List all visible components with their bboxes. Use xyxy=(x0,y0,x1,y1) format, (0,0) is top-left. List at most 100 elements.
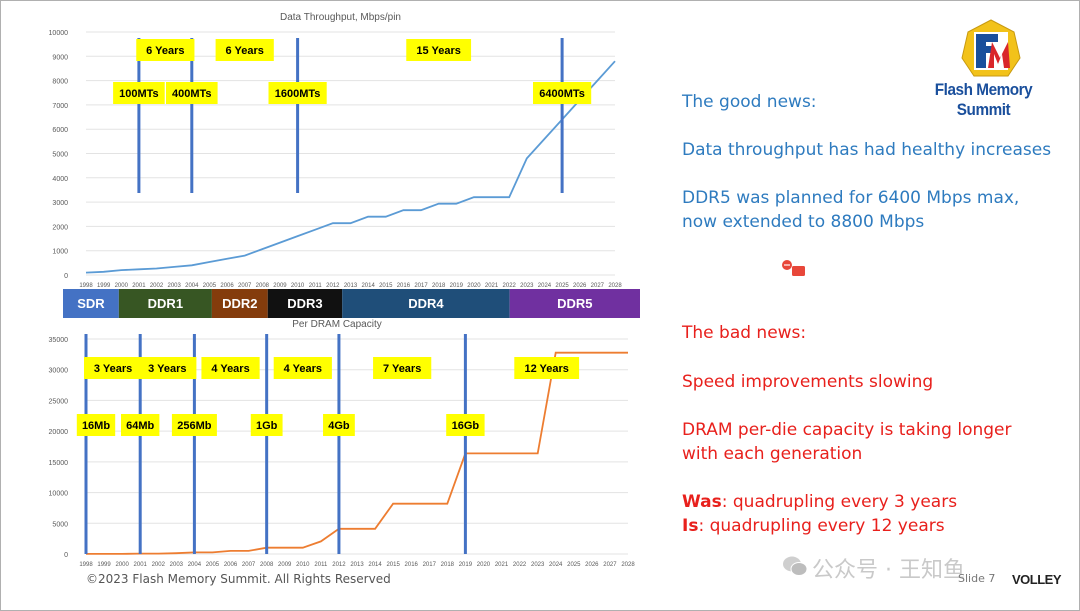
capacity-span-label: 3 Years xyxy=(94,363,132,375)
good-news-point-2b: now extended to 8800 Mbps xyxy=(682,212,925,232)
bad-news-point-2b: with each generation xyxy=(682,444,863,464)
capacity-x-tick-label: 2002 xyxy=(152,562,166,568)
throughput-x-tick-label: 2011 xyxy=(309,283,323,289)
capacity-x-tick-label: 2003 xyxy=(170,562,184,568)
throughput-x-tick-label: 2008 xyxy=(256,283,270,289)
ddr-label-sdr: SDR xyxy=(77,296,105,311)
volley-brand-mark: VOLLEY xyxy=(1012,572,1062,587)
capacity-x-tick-label: 2025 xyxy=(567,562,581,568)
was-text: : quadrupling every 3 years xyxy=(721,492,958,512)
throughput-marker-label-box xyxy=(533,82,592,104)
throughput-x-tick-label: 2015 xyxy=(379,283,393,289)
good-news-heading: The good news: xyxy=(682,92,817,112)
capacity-x-tick-label: 2013 xyxy=(350,562,364,568)
capacity-span-label-box xyxy=(514,357,580,379)
throughput-x-tick-label: 2004 xyxy=(185,283,199,289)
ddr-segment-ddr2 xyxy=(211,289,268,318)
was-label: Was xyxy=(682,492,722,512)
capacity-marker-label-box xyxy=(76,414,116,436)
chat-bubbles-icon xyxy=(782,260,805,276)
capacity-y-tick-label: 35000 xyxy=(49,337,69,344)
capacity-y-tick-label: 25000 xyxy=(49,398,69,405)
capacity-x-tick-label: 2000 xyxy=(115,562,129,568)
throughput-y-tick-label: 8000 xyxy=(52,79,68,86)
throughput-x-tick-label: 2001 xyxy=(132,283,146,289)
bad-news-heading: The bad news: xyxy=(682,323,807,343)
capacity-span-label: 4 Years xyxy=(284,363,322,375)
good-news-point-1: Data throughput has had healthy increase… xyxy=(682,140,1052,160)
capacity-x-tick-label: 2019 xyxy=(459,562,473,568)
throughput-x-tick-label: 2014 xyxy=(361,283,375,289)
capacity-marker-label: 1Gb xyxy=(256,420,278,432)
ddr-label-ddr3: DDR3 xyxy=(287,296,322,311)
flash-memory-summit-logo: Flash Memory Summit xyxy=(916,18,1066,119)
throughput-span-label: 15 Years xyxy=(416,45,460,57)
capacity-y-tick-label: 10000 xyxy=(49,491,69,498)
throughput-series-line xyxy=(85,60,616,274)
capacity-marker-label-box xyxy=(250,414,283,436)
capacity-marker-label: 256Mb xyxy=(177,420,212,432)
capacity-x-tick-label: 2009 xyxy=(278,562,292,568)
throughput-x-tick-label: 2002 xyxy=(150,283,164,289)
throughput-x-tick-label: 2016 xyxy=(397,283,411,289)
capacity-y-tick-label: 0 xyxy=(64,552,68,559)
slide-number: Slide 7 xyxy=(958,572,996,585)
ddr-segment-ddr1 xyxy=(118,289,212,318)
ddr-label-ddr4: DDR4 xyxy=(408,296,444,311)
throughput-x-tick-label: 2009 xyxy=(273,283,287,289)
capacity-marker-label-box xyxy=(171,414,217,436)
capacity-span-label: 12 Years xyxy=(524,363,568,375)
copyright-footer: ©2023 Flash Memory Summit. All Rights Re… xyxy=(86,572,391,586)
throughput-y-tick-label: 1000 xyxy=(52,249,68,256)
throughput-x-tick-label: 2022 xyxy=(503,283,517,289)
throughput-span-label: 6 Years xyxy=(226,45,264,57)
throughput-x-tick-label: 1999 xyxy=(97,283,111,289)
fms-emblem-icon xyxy=(961,19,1021,77)
capacity-x-tick-label: 2006 xyxy=(224,562,238,568)
capacity-x-tick-label: 2012 xyxy=(332,562,346,568)
capacity-x-tick-label: 2021 xyxy=(495,562,509,568)
capacity-chart-title: Per DRAM Capacity xyxy=(292,319,381,330)
capacity-span-label: 7 Years xyxy=(383,363,421,375)
watermark-text: 公众号 · 王知鱼 xyxy=(812,558,965,583)
throughput-x-tick-label: 2019 xyxy=(450,283,464,289)
throughput-span-label-box xyxy=(406,39,472,61)
capacity-y-tick-label: 30000 xyxy=(49,368,69,375)
capacity-span-label: 3 Years xyxy=(148,363,186,375)
throughput-marker-label-box xyxy=(113,82,165,104)
capacity-y-tick-label: 20000 xyxy=(49,429,69,436)
capacity-x-tick-label: 2023 xyxy=(531,562,545,568)
throughput-x-tick-label: 2026 xyxy=(573,283,587,289)
capacity-x-tick-label: 2014 xyxy=(368,562,382,568)
throughput-marker-label: 400MTs xyxy=(172,88,212,100)
throughput-marker-label: 100MTs xyxy=(119,88,159,100)
capacity-span-label-box xyxy=(273,357,332,379)
capacity-x-tick-label: 2020 xyxy=(477,562,491,568)
capacity-x-tick-label: 2017 xyxy=(423,562,437,568)
capacity-x-tick-label: 2026 xyxy=(585,562,599,568)
is-text: : quadrupling every 12 years xyxy=(698,516,945,536)
throughput-x-tick-label: 2000 xyxy=(115,283,129,289)
capacity-x-tick-label: 2007 xyxy=(242,562,256,568)
throughput-span-label-box xyxy=(215,39,274,61)
throughput-x-tick-label: 2025 xyxy=(555,283,569,289)
throughput-y-tick-label: 9000 xyxy=(52,54,68,61)
throughput-x-tick-label: 2005 xyxy=(203,283,217,289)
throughput-x-tick-label: 2012 xyxy=(326,283,340,289)
throughput-marker-label: 6400MTs xyxy=(539,88,585,100)
throughput-y-tick-label: 3000 xyxy=(52,200,68,207)
throughput-span-label: 6 Years xyxy=(146,45,184,57)
throughput-y-tick-label: 2000 xyxy=(52,224,68,231)
is-label: Is xyxy=(682,516,699,536)
capacity-x-tick-label: 2016 xyxy=(405,562,419,568)
throughput-marker-label: 1600MTs xyxy=(275,88,321,100)
throughput-x-tick-label: 2003 xyxy=(167,283,181,289)
ddr-segment-sdr xyxy=(63,289,119,318)
capacity-x-tick-label: 2011 xyxy=(314,562,328,568)
throughput-x-tick-label: 2028 xyxy=(608,283,622,289)
capacity-series-line xyxy=(86,351,628,555)
ddr-segment-ddr4 xyxy=(342,289,510,318)
capacity-marker-label-box xyxy=(446,414,485,436)
capacity-x-tick-label: 2018 xyxy=(441,562,455,568)
capacity-y-tick-label: 15000 xyxy=(49,460,69,467)
